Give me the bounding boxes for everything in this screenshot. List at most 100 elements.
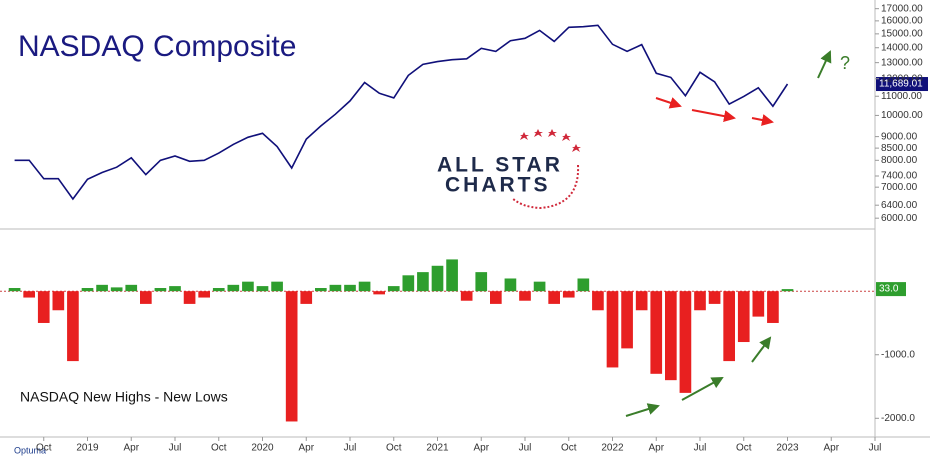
x-tick-label: Apr	[823, 443, 839, 454]
bar	[140, 291, 152, 304]
bar	[67, 291, 79, 362]
y-tick-label: 13000.00	[881, 57, 923, 68]
bar	[183, 291, 196, 304]
x-tick-label: Jul	[869, 443, 882, 454]
arrows	[625, 50, 832, 417]
logo-text: CHARTS	[445, 174, 551, 197]
bar	[446, 259, 458, 292]
x-tick-label: 2023	[776, 443, 799, 454]
bar	[154, 288, 167, 292]
bar	[212, 288, 225, 292]
last-value-label: 11,689.01	[879, 79, 923, 90]
x-tick-label: 2020	[251, 443, 274, 454]
bar	[344, 284, 356, 292]
bar	[52, 291, 65, 311]
bar	[315, 288, 327, 292]
bar	[737, 291, 750, 343]
bar	[169, 286, 181, 292]
bar	[110, 287, 123, 292]
bar	[387, 286, 400, 292]
bar	[577, 278, 590, 292]
bar	[606, 291, 619, 368]
bar	[285, 291, 298, 422]
x-tick-label: Jul	[519, 443, 532, 454]
last-value-box	[876, 77, 928, 92]
bar	[533, 281, 546, 292]
bar	[592, 291, 604, 311]
annotation: ?	[840, 53, 850, 73]
x-tick-label: 2021	[426, 443, 449, 454]
bar	[519, 291, 531, 301]
bar	[256, 286, 269, 292]
bar	[23, 291, 35, 298]
bar	[271, 281, 283, 292]
bar	[490, 291, 502, 304]
y-tick-label: -1000.0	[881, 349, 915, 360]
y-tick-label: 8500.00	[881, 143, 918, 154]
bar	[460, 291, 473, 301]
bar	[125, 284, 138, 292]
y-tick-label: 7400.00	[881, 171, 918, 182]
bar	[548, 291, 560, 304]
bar	[665, 291, 677, 381]
bar	[635, 291, 648, 311]
bar	[358, 281, 371, 292]
bar	[402, 275, 415, 292]
bar	[694, 291, 706, 311]
bar	[81, 288, 94, 292]
y-tick-label: 12000.00	[881, 73, 923, 84]
x-tick-label: Apr	[123, 443, 139, 454]
bar	[504, 278, 517, 292]
y-tick-label: 11000.00	[881, 91, 922, 102]
bar	[679, 291, 692, 393]
bar	[767, 291, 779, 323]
y-tick-label: 17000.00	[881, 3, 923, 14]
last-value-label: 33.0	[879, 284, 899, 295]
y-tick-label: -2000.0	[881, 413, 915, 424]
x-tick-label: 2019	[76, 443, 99, 454]
bar	[417, 272, 429, 292]
chart-title: NASDAQ Composite	[18, 30, 296, 63]
bar	[723, 291, 735, 362]
logo-text: ALL STAR	[437, 154, 563, 177]
marks	[0, 24, 928, 422]
x-tick-label: Apr	[298, 443, 314, 454]
y-tick-label: 7000.00	[881, 182, 918, 193]
bar	[8, 288, 21, 292]
price-line	[14, 24, 789, 201]
x-tick-label: Oct	[736, 443, 752, 454]
logo: ALL STAR CHARTS	[437, 129, 581, 210]
y-tick-label: 16000.00	[881, 16, 923, 27]
y-tick-label: 10000.00	[881, 110, 923, 121]
x-tick-label: Oct	[386, 443, 402, 454]
x-tick-label: Jul	[344, 443, 357, 454]
bar	[242, 281, 254, 292]
bar	[752, 291, 765, 317]
bar	[329, 284, 342, 292]
brand: Optuma	[14, 445, 46, 455]
x-tick-label: Jul	[169, 443, 182, 454]
bar	[373, 291, 385, 295]
x-tick-label: Apr	[473, 443, 489, 454]
y-tick-label: 14000.00	[881, 42, 923, 53]
panel-title: NASDAQ New Highs - New Lows	[20, 389, 228, 405]
x-tick-label: Jul	[694, 443, 707, 454]
y-tick-label: 15000.00	[881, 28, 923, 39]
bar	[562, 291, 575, 298]
y-tick-label: 8000.00	[881, 155, 918, 166]
x-tick-label: Oct	[36, 443, 52, 454]
bar	[198, 291, 210, 298]
last-value-box	[876, 282, 906, 297]
logo-stars	[520, 129, 581, 152]
y-tick-label: 9000.00	[881, 131, 918, 142]
bar	[475, 272, 488, 292]
logo-arc	[511, 164, 580, 210]
y-tick-label: 6400.00	[881, 200, 918, 211]
y-tick-label: 6000.00	[881, 213, 918, 224]
bar	[300, 291, 313, 304]
bar	[431, 265, 444, 292]
bar	[708, 291, 721, 304]
x-tick-label: Oct	[561, 443, 577, 454]
bar	[37, 291, 50, 323]
